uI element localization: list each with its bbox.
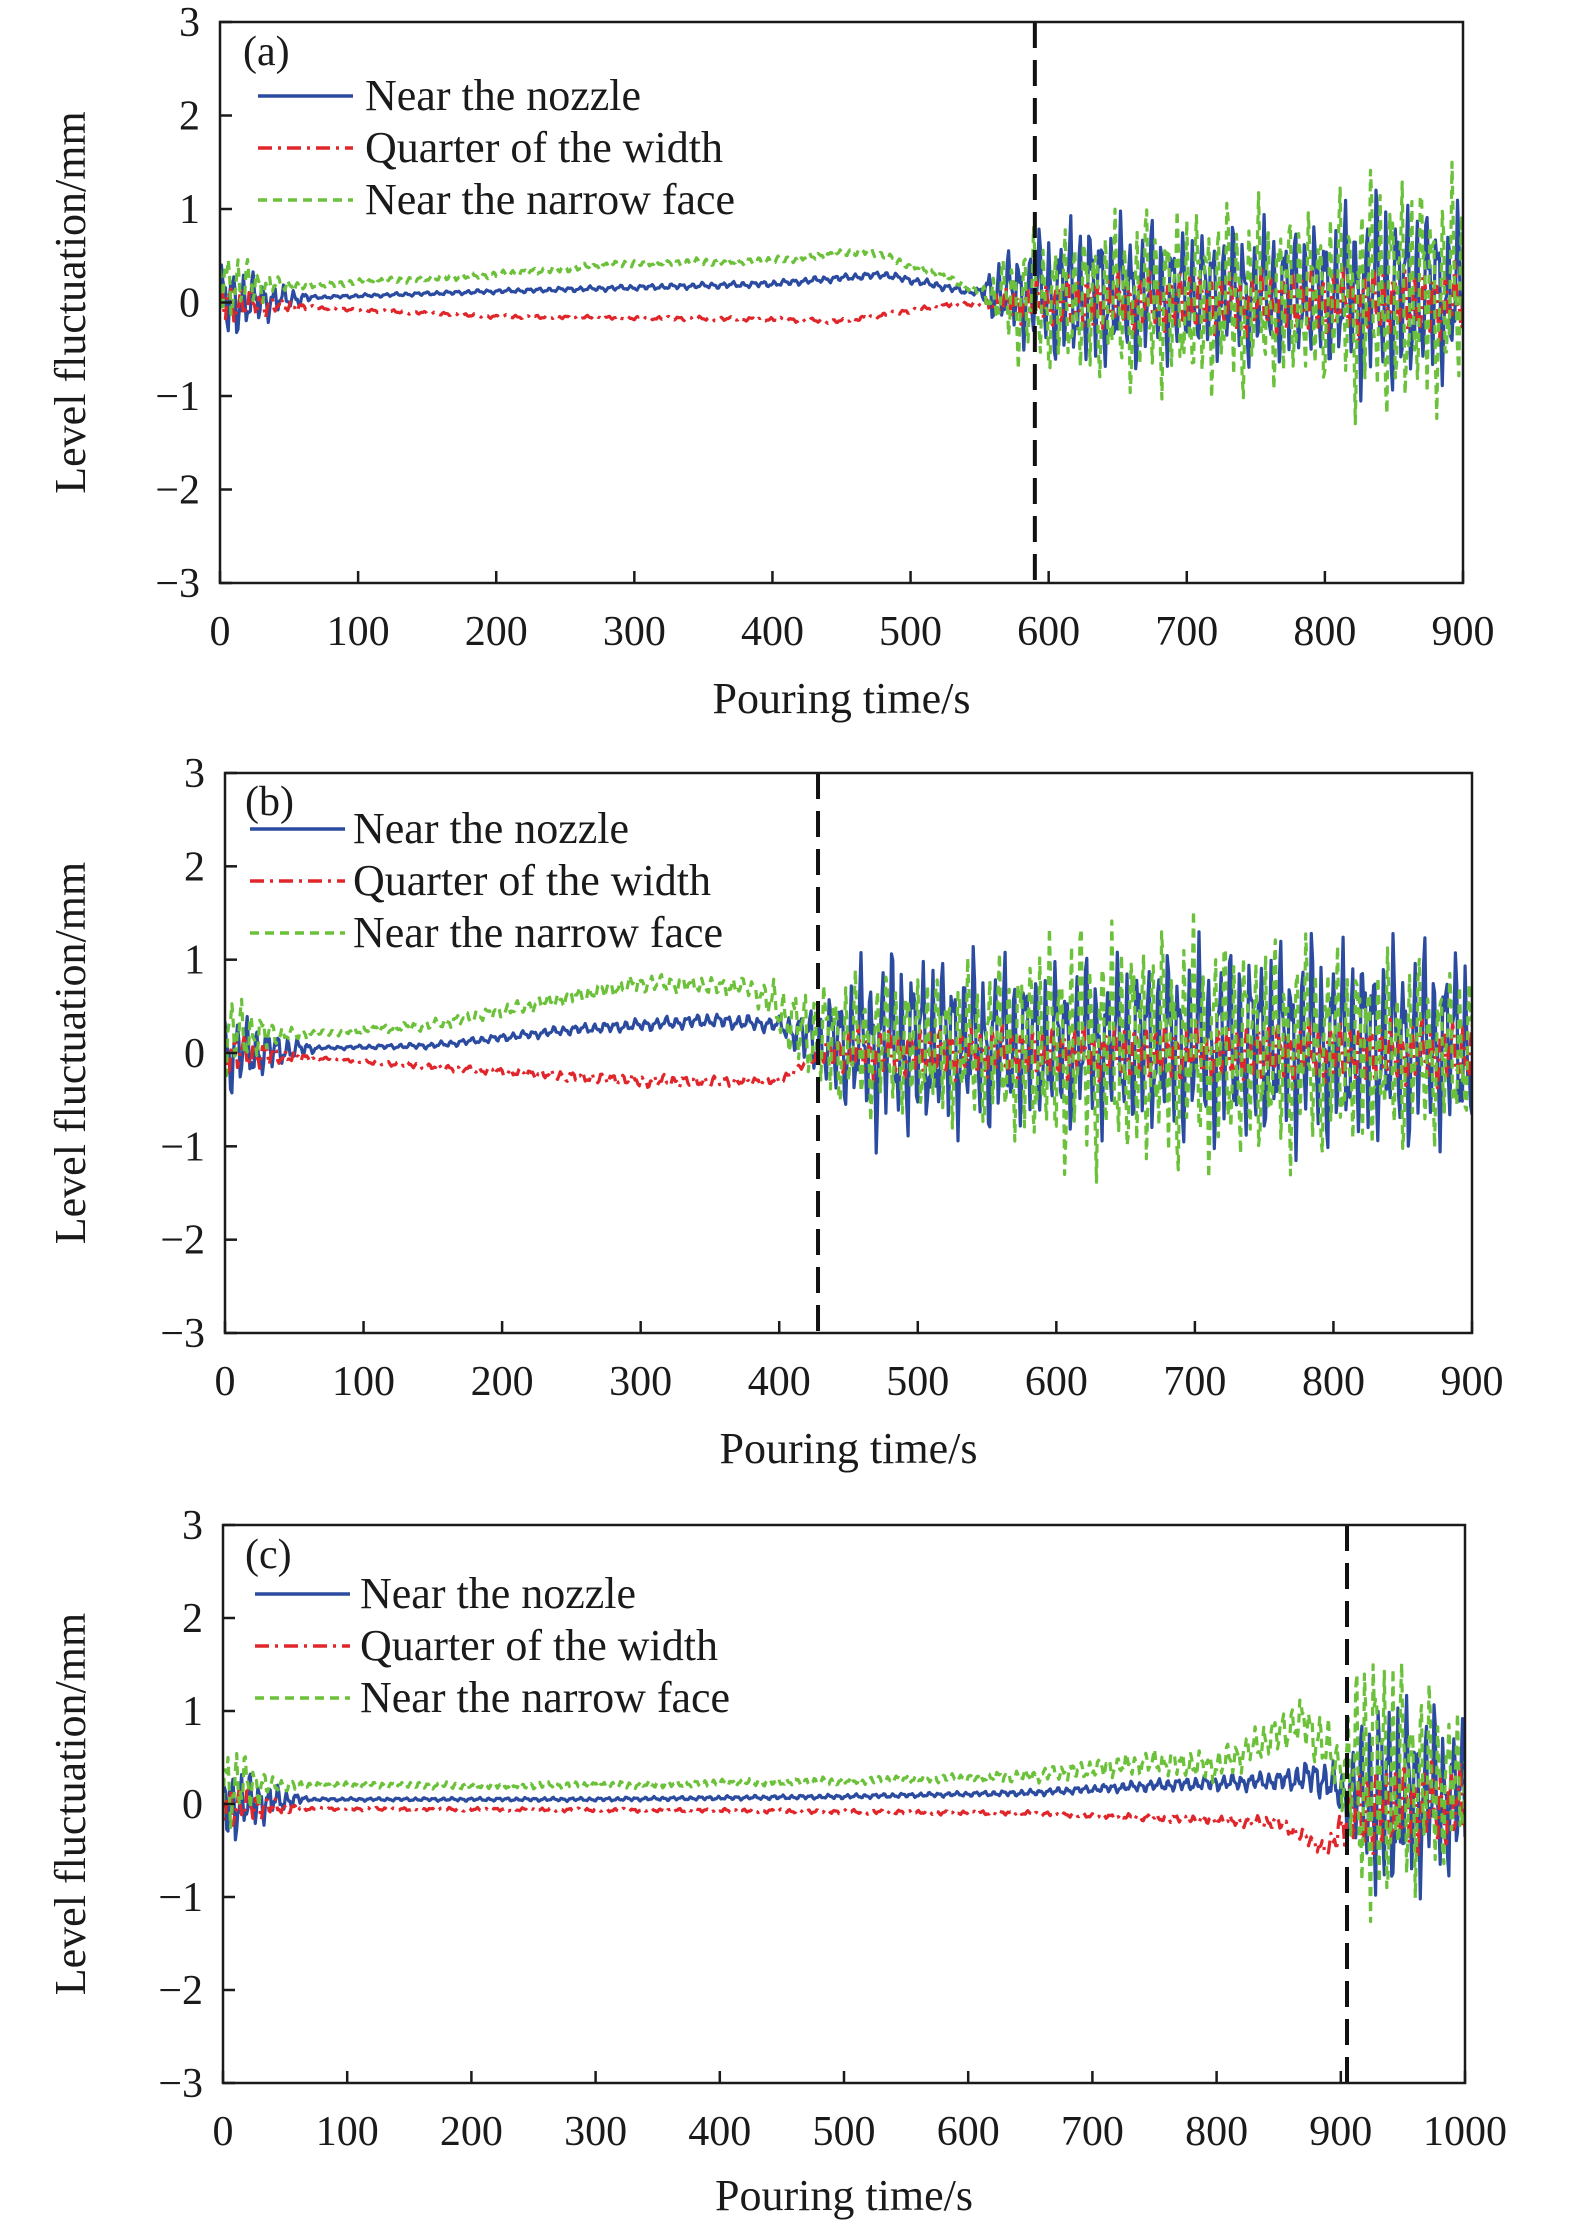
panel-label: (a) xyxy=(243,29,290,75)
chart-panel-2: 0 100 200 300 400 500 600 700 800 900 3 2 1 0 −1 −2 −3 Po… xyxy=(46,751,1504,1473)
x-tick-label: 800 xyxy=(1293,609,1356,655)
chart-panel-3: 0 100 200 300 400 500 600 700 800 900 1000 3 2 1 0 −1 −2… xyxy=(46,1503,1507,2220)
y-tick-label: −3 xyxy=(160,1311,205,1357)
y-tick-label: 0 xyxy=(179,281,200,327)
y-tick-label: −1 xyxy=(160,1124,205,1170)
series-group xyxy=(220,160,1463,426)
series-group xyxy=(225,909,1472,1184)
legend-label-3: Near the narrow face xyxy=(365,175,735,224)
x-tick-label: 300 xyxy=(609,1359,672,1405)
y-axis-label: Level fluctuation/mm xyxy=(46,862,95,1244)
series-line-3 xyxy=(220,160,1463,426)
y-axis-label: Level fluctuation/mm xyxy=(46,111,95,493)
y-tick-label: −2 xyxy=(155,468,200,514)
y-tick-label: 1 xyxy=(182,1689,203,1735)
y-tick-label: 1 xyxy=(184,938,205,984)
x-tick-label: 100 xyxy=(327,609,390,655)
y-tick-label: −1 xyxy=(158,1875,203,1921)
y-tick-label: 3 xyxy=(182,1503,203,1549)
x-tick-label: 1000 xyxy=(1423,2109,1507,2155)
series-line-1 xyxy=(223,1693,1465,1901)
x-tick-label: 200 xyxy=(465,609,528,655)
x-tick-label: 400 xyxy=(748,1359,811,1405)
x-tick-label: 700 xyxy=(1163,1359,1226,1405)
x-tick-label: 0 xyxy=(210,609,231,655)
legend-label-1: Near the nozzle xyxy=(365,71,641,120)
x-tick-label: 0 xyxy=(213,2109,234,2155)
chart-panel-1: 0 100 200 300 400 500 600 700 800 900 3 2 1 0 −1 −2 −3 Po… xyxy=(46,0,1495,723)
x-tick-label: 400 xyxy=(741,609,804,655)
y-tick-label: 2 xyxy=(179,94,200,140)
x-tick-label: 300 xyxy=(564,2109,627,2155)
legend-label-2: Quarter of the width xyxy=(353,856,711,905)
x-tick-label: 800 xyxy=(1302,1359,1365,1405)
y-tick-label: −1 xyxy=(155,374,200,420)
y-tick-label: 1 xyxy=(179,187,200,233)
legend-label-3: Near the narrow face xyxy=(360,1673,730,1722)
series-line-2 xyxy=(220,259,1463,344)
y-axis-label: Level fluctuation/mm xyxy=(46,1613,95,1995)
y-tick-label: 3 xyxy=(184,751,205,797)
x-tick-label: 100 xyxy=(332,1359,395,1405)
x-tick-label: 500 xyxy=(813,2109,876,2155)
series-line-2 xyxy=(223,1760,1465,1859)
legend-label-1: Near the nozzle xyxy=(360,1569,636,1618)
series-group xyxy=(223,1661,1465,1924)
x-tick-label: 0 xyxy=(215,1359,236,1405)
x-tick-label: 600 xyxy=(1017,609,1080,655)
y-tick-label: −3 xyxy=(155,561,200,607)
panel-label: (c) xyxy=(245,1532,292,1578)
x-tick-label: 200 xyxy=(471,1359,534,1405)
legend-label-2: Quarter of the width xyxy=(365,123,723,172)
x-tick-label: 100 xyxy=(316,2109,379,2155)
x-tick-label: 500 xyxy=(879,609,942,655)
y-tick-label: 3 xyxy=(179,0,200,46)
y-tick-label: 2 xyxy=(184,844,205,890)
x-tick-label: 900 xyxy=(1441,1359,1504,1405)
x-tick-label: 700 xyxy=(1061,2109,1124,2155)
x-tick-label: 900 xyxy=(1432,609,1495,655)
legend-label-1: Near the nozzle xyxy=(353,804,629,853)
legend-label-2: Quarter of the width xyxy=(360,1621,718,1670)
legend-label-3: Near the narrow face xyxy=(353,908,723,957)
x-tick-label: 900 xyxy=(1309,2109,1372,2155)
x-tick-label: 700 xyxy=(1155,609,1218,655)
x-tick-label: 300 xyxy=(603,609,666,655)
x-tick-label: 400 xyxy=(688,2109,751,2155)
y-tick-label: 2 xyxy=(182,1596,203,1642)
x-tick-label: 500 xyxy=(886,1359,949,1405)
x-tick-label: 200 xyxy=(440,2109,503,2155)
x-tick-label: 600 xyxy=(937,2109,1000,2155)
x-tick-label: 800 xyxy=(1185,2109,1248,2155)
panel-label: (b) xyxy=(245,779,294,825)
y-tick-label: −3 xyxy=(158,2061,203,2107)
y-tick-label: −2 xyxy=(158,1968,203,2014)
y-tick-label: 0 xyxy=(182,1782,203,1828)
y-tick-label: 0 xyxy=(184,1031,205,1077)
series-line-3 xyxy=(223,1661,1465,1924)
series-line-3 xyxy=(225,909,1472,1184)
x-axis-label: Pouring time/s xyxy=(720,1424,978,1473)
x-tick-label: 600 xyxy=(1025,1359,1088,1405)
x-axis-label: Pouring time/s xyxy=(715,2171,973,2220)
x-axis-label: Pouring time/s xyxy=(713,674,971,723)
y-tick-label: −2 xyxy=(160,1218,205,1264)
